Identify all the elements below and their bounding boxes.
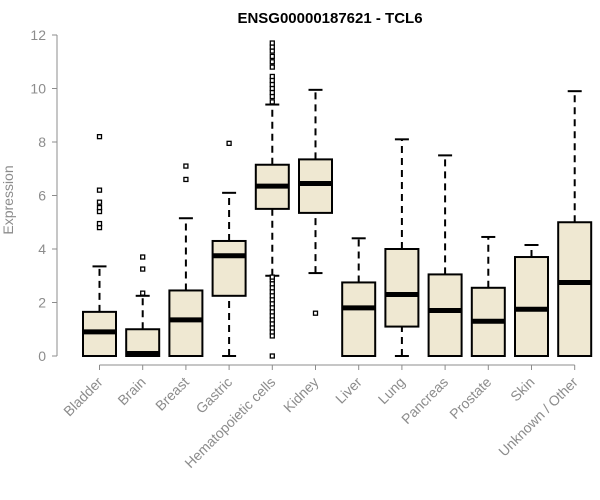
y-axis: 0 2 4 6 8 10 12 bbox=[30, 27, 58, 364]
y-tick-label: 10 bbox=[30, 81, 46, 97]
box-iqr bbox=[557, 221, 593, 357]
box-group bbox=[470, 235, 506, 358]
x-tick-label: Brain bbox=[114, 374, 148, 408]
outlier-point bbox=[269, 274, 275, 280]
y-tick-label: 12 bbox=[30, 27, 46, 43]
box-iqr bbox=[341, 281, 377, 357]
x-tick-label: Breast bbox=[152, 374, 192, 414]
x-tick-label: Unknown / Other bbox=[495, 374, 581, 460]
outlier-point bbox=[96, 187, 103, 193]
y-tick-label: 4 bbox=[38, 241, 46, 257]
box-group bbox=[341, 237, 377, 357]
outlier-point bbox=[96, 220, 103, 227]
x-tick-label: Kidney bbox=[280, 374, 322, 416]
outlier-point bbox=[269, 99, 275, 105]
box-group bbox=[298, 88, 333, 316]
outlier-point bbox=[140, 254, 146, 260]
x-tick-label: Prostate bbox=[446, 374, 494, 422]
outlier-point bbox=[140, 290, 146, 296]
chart-title: ENSG00000187621 - TCL6 bbox=[237, 10, 422, 27]
box-group bbox=[384, 138, 420, 357]
outlier-point bbox=[183, 176, 189, 183]
outlier-point bbox=[183, 163, 189, 169]
outlier-point bbox=[269, 64, 275, 70]
y-axis-label: Expression bbox=[0, 165, 16, 234]
box-group bbox=[557, 90, 593, 357]
outlier-point bbox=[269, 73, 275, 80]
box-group bbox=[427, 154, 463, 358]
box-group bbox=[514, 243, 549, 357]
x-tick-label: Bladder bbox=[60, 374, 106, 420]
x-tick-label: Pancreas bbox=[398, 374, 451, 427]
box-group bbox=[168, 163, 204, 357]
box-iqr bbox=[427, 273, 463, 358]
x-tick-label: Lung bbox=[375, 374, 408, 407]
outlier-point bbox=[96, 204, 103, 211]
outlier-point bbox=[226, 140, 232, 146]
y-tick-label: 6 bbox=[38, 188, 46, 204]
box-iqr bbox=[514, 256, 549, 357]
outlier-point bbox=[269, 59, 275, 65]
box-group bbox=[125, 254, 161, 357]
box-group bbox=[211, 140, 247, 357]
box-iqr bbox=[211, 239, 247, 297]
box-group bbox=[254, 40, 290, 359]
boxes bbox=[82, 40, 593, 359]
y-tick-label: 8 bbox=[38, 134, 46, 150]
y-tick-label: 0 bbox=[38, 348, 46, 364]
box-iqr bbox=[298, 158, 333, 214]
outlier-point bbox=[269, 40, 275, 46]
box-group bbox=[82, 133, 117, 357]
y-tick-label: 2 bbox=[38, 295, 46, 311]
outlier-point bbox=[269, 353, 275, 359]
outlier-point bbox=[96, 199, 103, 205]
outlier-point bbox=[140, 266, 146, 272]
outlier-point bbox=[96, 133, 103, 140]
outlier-point bbox=[269, 53, 275, 60]
x-tick-label: Liver bbox=[332, 374, 365, 407]
outlier-point bbox=[312, 310, 319, 316]
box-iqr bbox=[384, 248, 420, 328]
box-iqr bbox=[168, 289, 204, 357]
x-tick-label: Gastric bbox=[193, 374, 236, 417]
x-tick-label: Skin bbox=[507, 374, 538, 405]
